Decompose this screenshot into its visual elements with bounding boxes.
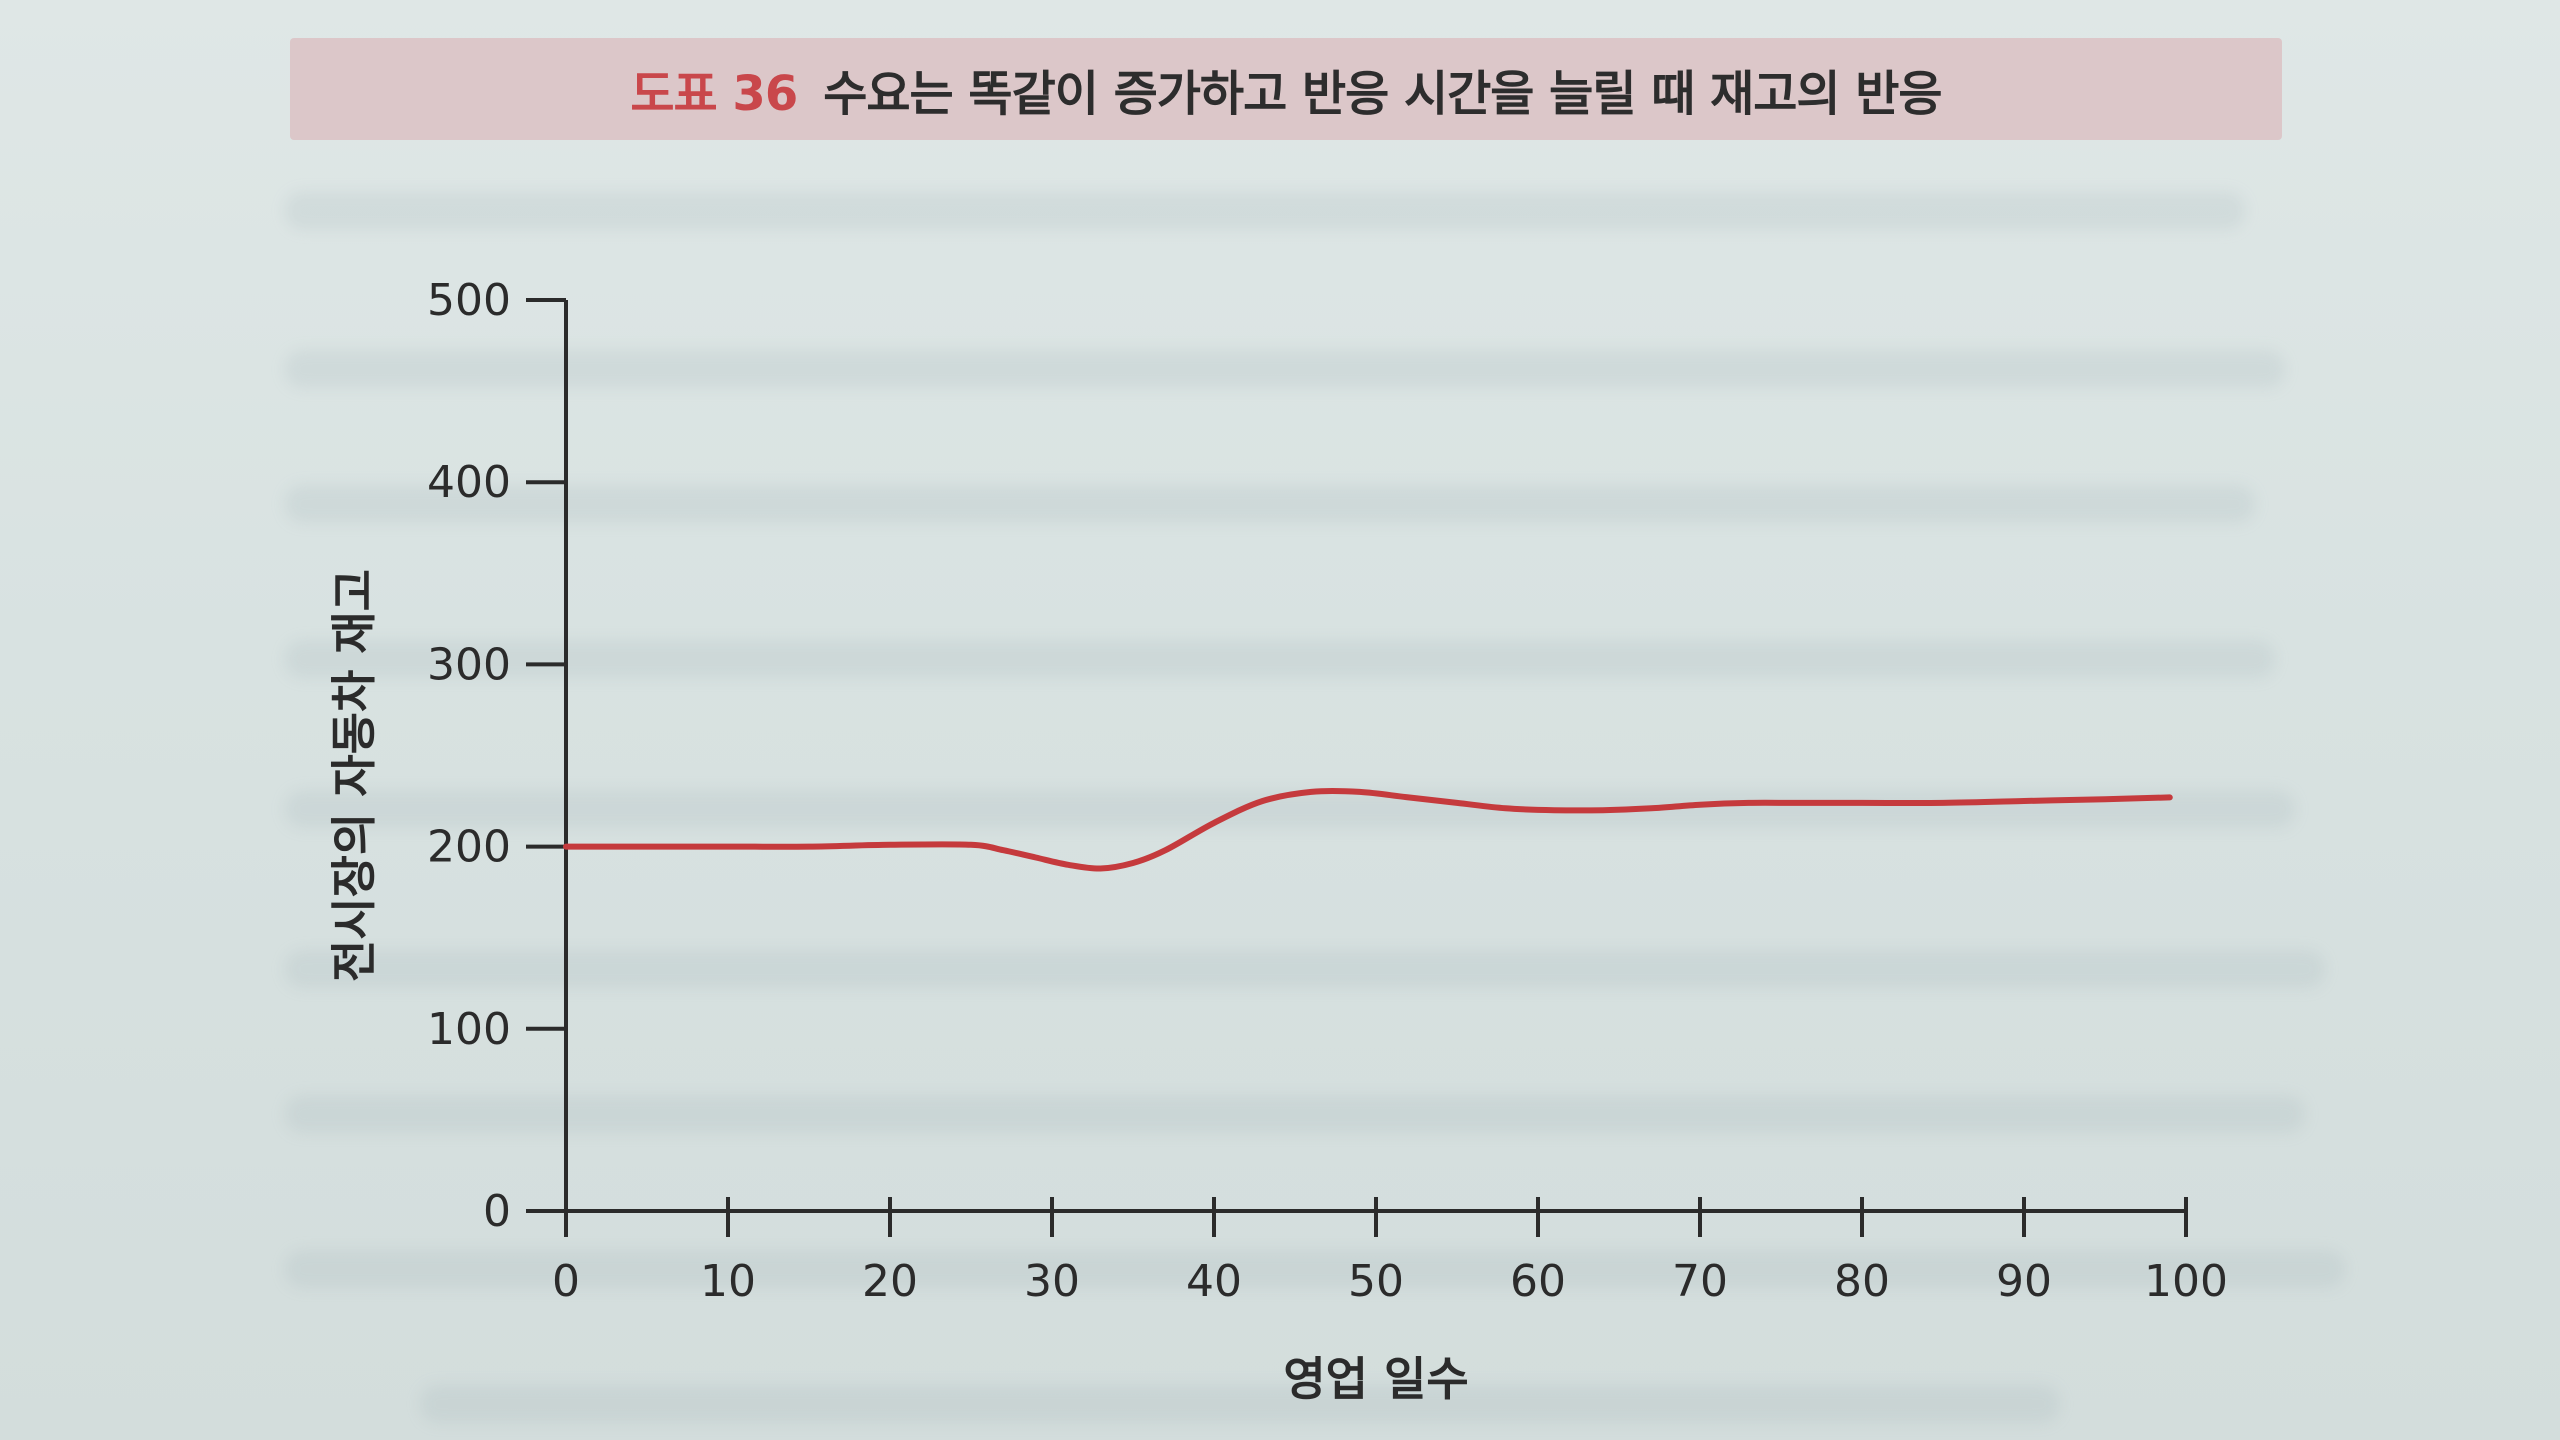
x-tick-label: 80 bbox=[1834, 1256, 1890, 1307]
data-point bbox=[1553, 809, 1556, 812]
y-tick-label: 500 bbox=[427, 275, 511, 326]
y-axis-title: 전시장의 자동차 재고 bbox=[327, 569, 381, 982]
y-tick-label: 0 bbox=[483, 1186, 511, 1237]
x-tick-label: 0 bbox=[552, 1256, 580, 1307]
series-line-0 bbox=[563, 788, 2173, 872]
x-tick-label: 20 bbox=[862, 1256, 918, 1307]
ghost-text bbox=[285, 640, 2275, 678]
data-point bbox=[1456, 801, 1459, 804]
ghost-text bbox=[285, 192, 2245, 230]
data-point bbox=[727, 845, 730, 848]
x-tick-label: 100 bbox=[2144, 1256, 2228, 1307]
ticks: 0 100 200 300 400 500 0 10 20 30 40 50 60 70 80 90 100 bbox=[427, 275, 2228, 1307]
figure-number: 도표 36 bbox=[630, 66, 798, 122]
y-tick-label: 200 bbox=[427, 822, 511, 873]
x-tick-label: 70 bbox=[1672, 1256, 1728, 1307]
data-point bbox=[1504, 807, 1507, 810]
data-point bbox=[2104, 798, 2107, 801]
data-point bbox=[1796, 801, 1799, 804]
axis-labels: 영업 일수 전시장의 자동차 재고 bbox=[327, 569, 1469, 1406]
data-point bbox=[1407, 796, 1410, 799]
ghost-text bbox=[285, 1095, 2305, 1133]
data-point bbox=[646, 845, 649, 848]
ghost-text bbox=[420, 1385, 2060, 1423]
x-tick-label: 90 bbox=[1996, 1256, 2052, 1307]
axes bbox=[564, 300, 2186, 1213]
data-point bbox=[2168, 796, 2171, 799]
x-tick-label: 10 bbox=[700, 1256, 756, 1307]
data-point bbox=[1002, 849, 1005, 852]
ghost-text bbox=[285, 485, 2255, 523]
data-point bbox=[808, 845, 811, 848]
data-point bbox=[1650, 807, 1653, 810]
data-point bbox=[2023, 800, 2026, 803]
data-point bbox=[889, 843, 892, 846]
data-point bbox=[1213, 821, 1216, 824]
figure-title-text: 수요는 똑같이 증가하고 반응 시간을 늘릴 때 재고의 반응 bbox=[823, 66, 1942, 122]
ghost-text bbox=[285, 950, 2325, 988]
data-point bbox=[1601, 809, 1604, 812]
data-point bbox=[1358, 790, 1361, 793]
data-point bbox=[1034, 856, 1037, 859]
data-point bbox=[1861, 801, 1864, 804]
data-point bbox=[1099, 867, 1102, 870]
data-point bbox=[1067, 863, 1070, 866]
series bbox=[563, 788, 2173, 872]
data-point bbox=[1164, 849, 1167, 852]
data-point bbox=[970, 843, 973, 846]
data-point bbox=[1132, 862, 1135, 865]
x-tick-label: 60 bbox=[1510, 1256, 1566, 1307]
y-tick-label: 400 bbox=[427, 457, 511, 508]
data-point bbox=[1699, 803, 1702, 806]
figure-title-band: 도표 36 수요는 똑같이 증가하고 반응 시간을 늘릴 때 재고의 반응 bbox=[290, 38, 2282, 140]
x-tick-label: 40 bbox=[1186, 1256, 1242, 1307]
data-point bbox=[1942, 801, 1945, 804]
x-tick-label: 50 bbox=[1348, 1256, 1404, 1307]
data-point bbox=[1261, 800, 1264, 803]
x-axis-title: 영업 일수 bbox=[1283, 1352, 1468, 1406]
ghost-text bbox=[285, 350, 2285, 388]
y-tick-label: 100 bbox=[427, 1004, 511, 1055]
data-point bbox=[1747, 801, 1750, 804]
data-point bbox=[1310, 790, 1313, 793]
data-point bbox=[565, 845, 568, 848]
y-tick-label: 300 bbox=[427, 639, 511, 690]
ghost-text bbox=[285, 1250, 2345, 1288]
figure-title: 도표 36 수요는 똑같이 증가하고 반응 시간을 늘릴 때 재고의 반응 bbox=[290, 38, 2282, 140]
x-tick-label: 30 bbox=[1024, 1256, 1080, 1307]
